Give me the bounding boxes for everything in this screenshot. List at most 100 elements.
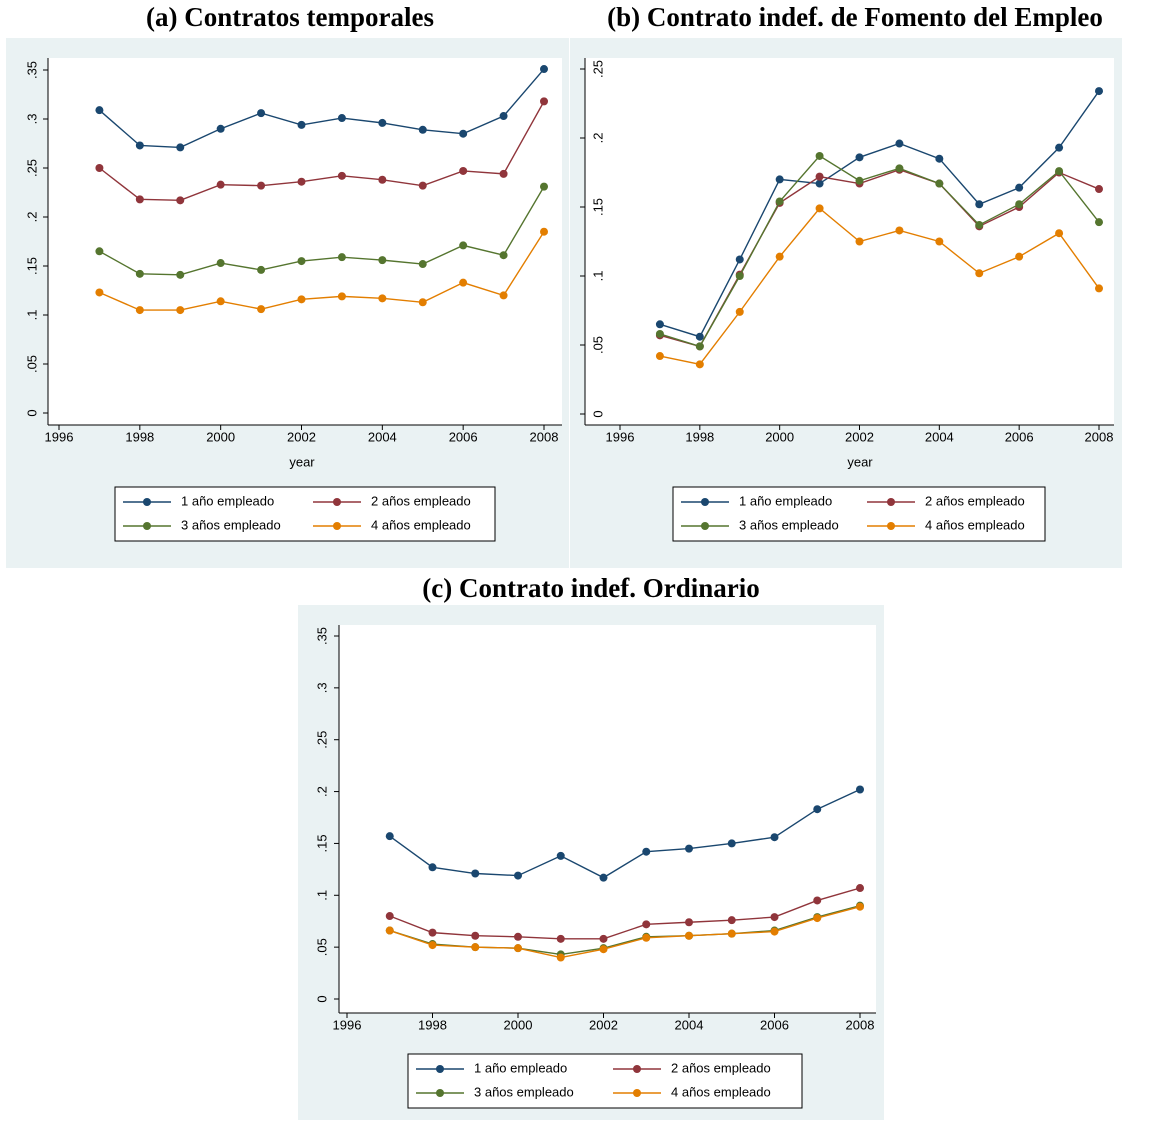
data-point	[815, 204, 824, 213]
legend-marker	[887, 522, 895, 530]
legend-marker	[143, 522, 151, 530]
chart-title: (a) Contratos temporales	[146, 2, 434, 32]
y-tick-label: .2	[314, 786, 329, 797]
x-tick-label: 2004	[368, 429, 397, 444]
data-point	[428, 863, 437, 872]
data-point	[216, 297, 225, 306]
data-point	[855, 153, 864, 162]
chart-panel: (c) Contrato indef. Ordinario 0 .05 .1 .15 .2…	[298, 573, 884, 1120]
plot-area	[48, 58, 562, 425]
y-tick-label: .2	[590, 133, 605, 144]
data-point	[813, 896, 822, 905]
series-line	[98, 101, 545, 202]
data-point	[514, 944, 522, 953]
data-point	[695, 342, 704, 351]
data-point	[599, 934, 608, 943]
data-point	[459, 241, 468, 250]
legend-label: 2 años empleado	[371, 493, 471, 508]
data-point	[1015, 183, 1024, 192]
y-tick-label: .25	[314, 731, 329, 749]
data-point	[378, 294, 387, 303]
data-point	[514, 932, 522, 941]
data-point	[695, 360, 704, 369]
data-point	[556, 934, 565, 943]
data-point	[727, 916, 736, 925]
data-point	[895, 226, 904, 235]
legend-marker	[333, 498, 341, 506]
data-point	[727, 839, 736, 848]
data-point	[770, 927, 779, 936]
data-point	[297, 295, 306, 304]
legend-marker	[887, 498, 895, 506]
legend-label: 4 años empleado	[925, 517, 1025, 532]
x-tick-label: 2008	[1085, 429, 1114, 444]
series-line	[659, 90, 1100, 338]
data-point	[95, 106, 104, 115]
data-point	[540, 227, 548, 236]
data-point	[540, 65, 548, 74]
data-point	[385, 926, 394, 935]
data-point	[1095, 87, 1103, 96]
data-point	[428, 928, 437, 937]
data-point	[95, 247, 104, 256]
x-tick-label: 2008	[846, 1017, 875, 1032]
data-point	[599, 945, 608, 954]
legend-label: 1 año empleado	[474, 1060, 567, 1075]
x-tick-label: 2002	[589, 1017, 618, 1032]
data-point	[856, 785, 864, 794]
data-point	[599, 873, 608, 882]
data-point	[856, 884, 864, 893]
data-point	[655, 320, 664, 329]
data-point	[499, 251, 508, 260]
data-point	[770, 833, 779, 842]
data-point	[459, 166, 468, 175]
series-line	[389, 788, 861, 879]
legend-marker	[333, 522, 341, 530]
data-point	[935, 154, 944, 163]
plot-area	[585, 58, 1114, 425]
data-point	[135, 195, 144, 204]
data-point	[1095, 284, 1103, 293]
data-point	[135, 269, 144, 278]
data-point	[975, 200, 984, 209]
data-point	[556, 851, 565, 860]
data-point	[257, 109, 266, 118]
x-tick-label: 2004	[925, 429, 954, 444]
legend-box	[407, 1053, 803, 1109]
data-point	[337, 171, 346, 180]
legend-label: 4 años empleado	[371, 517, 471, 532]
data-point	[855, 176, 864, 185]
data-point	[1015, 200, 1024, 209]
x-tick-label: 1998	[685, 429, 714, 444]
legend-label: 1 año empleado	[739, 493, 832, 508]
data-point	[337, 114, 346, 123]
data-point	[1055, 229, 1064, 238]
data-point	[855, 237, 864, 246]
chart-panel: (b) Contrato indef. de Fomento del Emple…	[570, 2, 1122, 568]
data-point	[975, 269, 984, 278]
data-point	[540, 182, 548, 191]
y-tick-label: .3	[24, 114, 39, 125]
legend-marker	[436, 1065, 444, 1073]
legend-marker	[633, 1065, 641, 1073]
data-point	[642, 933, 651, 942]
x-tick-label: 2000	[206, 429, 235, 444]
data-point	[935, 179, 944, 188]
y-tick-label: .15	[314, 834, 329, 852]
y-tick-label: .1	[590, 271, 605, 282]
x-tick-label: 1996	[606, 429, 635, 444]
legend-marker	[701, 498, 709, 506]
legend-label: 2 años empleado	[925, 493, 1025, 508]
legend-marker	[701, 522, 709, 530]
data-point	[176, 270, 185, 279]
legend-label: 3 años empleado	[181, 517, 281, 532]
data-point	[471, 869, 480, 878]
data-point	[975, 220, 984, 229]
data-point	[735, 272, 744, 280]
data-point	[540, 97, 548, 106]
legend-box	[672, 486, 1046, 542]
data-point	[459, 278, 468, 287]
data-point	[385, 912, 394, 921]
y-tick-label: 0	[314, 995, 329, 1002]
